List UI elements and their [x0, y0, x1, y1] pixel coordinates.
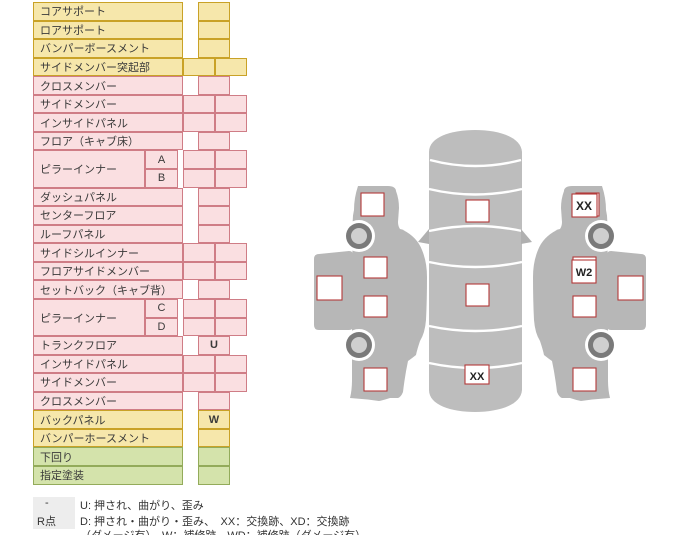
svg-text:XX: XX: [576, 199, 592, 213]
svg-text:W2: W2: [576, 267, 593, 279]
svg-text:XX: XX: [470, 371, 485, 383]
